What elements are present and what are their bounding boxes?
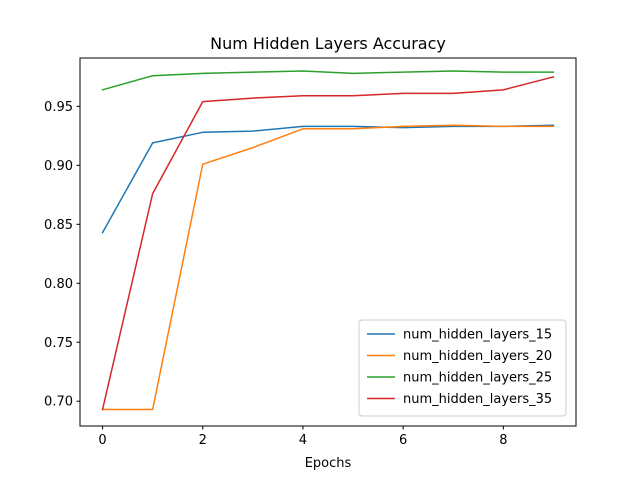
y-tick-label: 0.80 bbox=[44, 277, 73, 292]
x-tick-label: 6 bbox=[399, 433, 407, 448]
series-layer bbox=[101, 70, 555, 411]
series-line-num-hidden-layers-35 bbox=[101, 75, 555, 411]
y-tick-label: 0.95 bbox=[44, 100, 73, 115]
legend-label: num_hidden_layers_20 bbox=[403, 349, 552, 364]
x-tick-label: 0 bbox=[98, 433, 106, 448]
y-axis: 0.70 0.75 0.80 0.85 0.90 0.95 bbox=[44, 100, 80, 410]
y-tick-label: 0.75 bbox=[44, 336, 73, 351]
y-tick-label: 0.70 bbox=[44, 395, 73, 410]
x-axis: 0 2 4 6 8 bbox=[98, 426, 507, 448]
series-line-num-hidden-layers-25 bbox=[101, 70, 555, 91]
plot-frame bbox=[79, 57, 577, 427]
y-tick-label: 0.85 bbox=[44, 218, 73, 233]
legend-label: num_hidden_layers_35 bbox=[403, 392, 552, 407]
legend-label: num_hidden_layers_25 bbox=[403, 371, 552, 386]
legend-box bbox=[358, 319, 567, 417]
x-tick-label: 4 bbox=[299, 433, 307, 448]
legend-label: num_hidden_layers_15 bbox=[403, 328, 552, 343]
chart-title: Num Hidden Layers Accuracy bbox=[210, 34, 446, 53]
x-tick-label: 2 bbox=[199, 433, 207, 448]
x-tick-label: 8 bbox=[499, 433, 507, 448]
legend: num_hidden_layers_15 num_hidden_layers_20… bbox=[358, 319, 567, 417]
y-tick-label: 0.90 bbox=[44, 159, 73, 174]
x-axis-label: Epochs bbox=[305, 456, 352, 471]
series-line-num-hidden-layers-20 bbox=[101, 124, 555, 411]
